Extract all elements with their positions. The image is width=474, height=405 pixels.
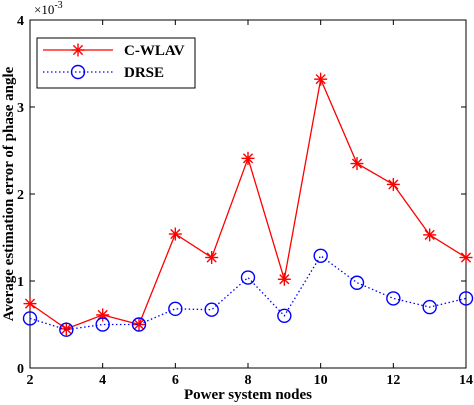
asterisk-stroke (170, 228, 181, 240)
circle-marker (95, 317, 110, 332)
x-tick-label: 2 (27, 373, 34, 388)
y-axis-label: Average estimation error of phase angle (1, 66, 17, 321)
asterisk-stroke (315, 74, 326, 85)
x-tick-label: 12 (386, 373, 400, 388)
circle-marker (277, 308, 292, 323)
asterisk-marker (132, 318, 146, 331)
y-tick-labels: 0 1 2 3 4 (17, 14, 24, 377)
y-tick-label: 2 (17, 188, 24, 203)
circle-marker (70, 64, 86, 80)
y-exponent-base: ×10 (34, 2, 54, 17)
y-tick-label: 4 (17, 14, 24, 29)
asterisk-stroke (388, 179, 399, 190)
asterisk-marker (314, 72, 328, 86)
asterisk-marker (168, 227, 182, 241)
x-tick-labels: 2 4 6 8 10 12 14 (27, 373, 474, 388)
x-tick-label: 6 (172, 373, 179, 388)
circle-marker (386, 291, 401, 306)
asterisk-stroke (206, 252, 217, 263)
circle-marker (22, 311, 38, 326)
asterisk-stroke (133, 319, 145, 330)
asterisk-marker (59, 322, 73, 336)
x-axis-label: Power system nodes (184, 387, 312, 403)
axis-ticks (29, 19, 467, 369)
circle-marker (59, 322, 74, 337)
circle-marker (204, 302, 219, 317)
asterisk-stroke (279, 274, 290, 285)
asterisk-marker (459, 251, 473, 265)
y-tick-label: 3 (17, 101, 24, 116)
asterisk-marker (23, 297, 37, 311)
circle-marker (422, 299, 437, 315)
asterisk-stroke (424, 229, 435, 240)
y-exponent-power: -3 (54, 0, 62, 11)
asterisk-stroke (24, 298, 36, 309)
x-tick-label: 10 (314, 373, 328, 388)
asterisk-stroke (61, 323, 72, 334)
asterisk-marker (423, 228, 437, 242)
asterisk-stroke (242, 153, 254, 164)
y-tick-label: 0 (17, 362, 24, 377)
asterisk-marker (71, 43, 85, 57)
legend-items: C-WLAV DRSE (43, 43, 185, 81)
asterisk-stroke (460, 252, 472, 263)
legend: C-WLAV DRSE (36, 37, 196, 89)
x-tick-label: 14 (459, 373, 473, 388)
x-tick-label: 4 (99, 373, 106, 388)
circle-marker (458, 291, 474, 306)
y-tick-label: 1 (17, 275, 24, 290)
series-layer (22, 72, 474, 337)
asterisk-stroke (351, 158, 363, 169)
y-exponent-label: ×10-3 (34, 0, 63, 17)
legend-box (36, 37, 196, 89)
asterisk-marker (350, 157, 364, 171)
circle-marker (131, 317, 147, 332)
circle-marker (168, 301, 183, 317)
asterisk-marker (241, 151, 255, 165)
asterisk-marker (277, 272, 291, 286)
asterisk-stroke (72, 44, 84, 56)
legend-label-c-wlav: C-WLAV (124, 43, 185, 59)
circle-marker (349, 275, 365, 290)
circle-marker (313, 248, 328, 263)
legend-label-drse: DRSE (124, 65, 164, 81)
asterisk-marker (386, 177, 400, 191)
x-tick-label: 8 (245, 373, 252, 388)
asterisk-marker (205, 251, 219, 265)
circle-marker (240, 270, 256, 285)
